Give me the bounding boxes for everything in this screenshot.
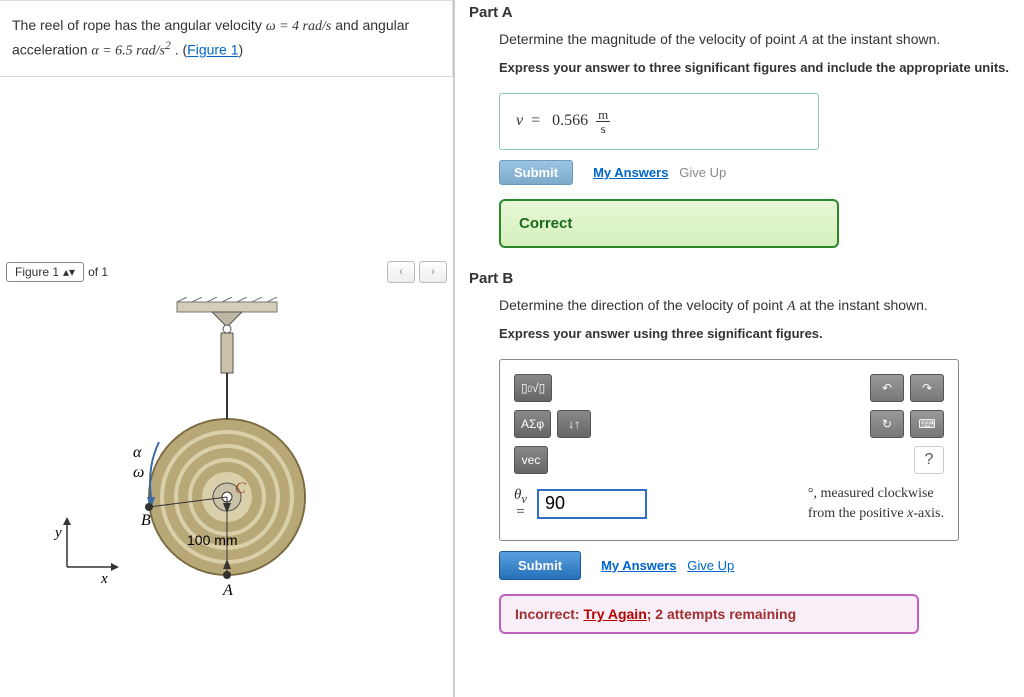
updown-icon: ▴▾	[63, 265, 75, 279]
greek-button[interactable]: ΑΣφ	[514, 410, 551, 438]
point-c-label: C	[235, 480, 246, 497]
help-icon[interactable]: ?	[914, 446, 944, 474]
figure-selector[interactable]: Figure 1 ▴▾	[6, 262, 84, 282]
alpha-exponent: 2	[165, 39, 171, 52]
part-a-submit-button[interactable]: Submit	[499, 160, 573, 185]
unit-note: °, measured clockwise from the positive …	[808, 484, 944, 523]
figure-image: α ω B C 100 mm A y x	[0, 287, 453, 627]
part-a-give-up[interactable]: Give Up	[679, 165, 726, 180]
omega-expression: ω = 4 rad/s	[266, 19, 332, 34]
figure-box: Figure 1 ▴▾ of 1 ‹ ›	[0, 257, 453, 627]
part-b-instruction: Express your answer using three signific…	[499, 325, 1010, 343]
keyboard-icon[interactable]: ⌨	[910, 410, 944, 438]
problem-text-3: . (	[175, 42, 187, 58]
answer-unit: m s	[596, 108, 610, 135]
part-a-question: Determine the magnitude of the velocity …	[499, 31, 1010, 49]
answer-input-row: θv = °, measured clockwise from the posi…	[514, 484, 944, 523]
part-a: Part A Determine the magnitude of the ve…	[469, 4, 1010, 248]
problem-statement: The reel of rope has the angular velocit…	[0, 0, 453, 77]
part-b-buttons: Submit My Answers Give Up	[499, 551, 1010, 580]
redo-icon[interactable]: ↷	[910, 374, 944, 402]
template-icon[interactable]: ▯▯√▯	[514, 374, 552, 402]
part-b-submit-button[interactable]: Submit	[499, 551, 581, 580]
radius-label: 100 mm	[187, 532, 238, 548]
part-a-my-answers-link[interactable]: My Answers	[593, 165, 668, 180]
part-a-title: Part A	[469, 4, 1010, 21]
part-a-instruction: Express your answer to three significant…	[499, 59, 1010, 77]
alpha-expression: α = 6.5 rad/s	[91, 44, 165, 59]
figure-link[interactable]: Figure 1	[187, 42, 238, 58]
toolbar-row-2: ΑΣφ ↓↑ ↻ ⌨	[514, 410, 944, 438]
toolbar-row-3: vec ?	[514, 446, 944, 474]
part-a-buttons: Submit My Answers Give Up	[499, 160, 1010, 185]
part-b-question: Determine the direction of the velocity …	[499, 297, 1010, 315]
left-panel: The reel of rope has the angular velocit…	[0, 0, 455, 697]
y-axis-label: y	[53, 525, 62, 541]
part-a-answer-box: v = 0.566 m s	[499, 93, 819, 150]
part-b-title: Part B	[469, 270, 1010, 287]
part-b-my-answers-link[interactable]: My Answers	[601, 558, 676, 573]
part-b-give-up-link[interactable]: Give Up	[687, 558, 734, 573]
right-panel: Part A Determine the magnitude of the ve…	[455, 0, 1024, 697]
figure-label: Figure 1	[15, 265, 59, 279]
alpha-label: α	[133, 444, 142, 461]
toolbar-row-1: ▯▯√▯ ↶ ↷	[514, 374, 944, 402]
vec-button[interactable]: vec	[514, 446, 548, 474]
point-a-label: A	[222, 582, 233, 599]
part-a-feedback: Correct	[499, 199, 839, 248]
arrows-button[interactable]: ↓↑	[557, 410, 591, 438]
try-again-link[interactable]: Try Again	[583, 606, 646, 622]
figure-prev-button[interactable]: ‹	[387, 261, 415, 283]
omega-label: ω	[133, 464, 144, 481]
part-b-value-input[interactable]	[537, 489, 647, 519]
reel-diagram: α ω B C 100 mm A y x	[47, 297, 407, 617]
figure-count: of 1	[88, 265, 108, 279]
problem-text-1: The reel of rope has the angular velocit…	[12, 17, 266, 33]
part-b-feedback: Incorrect: Try Again; 2 attempts remaini…	[499, 594, 919, 634]
reset-icon[interactable]: ↻	[870, 410, 904, 438]
problem-text-4: )	[239, 42, 244, 58]
undo-icon[interactable]: ↶	[870, 374, 904, 402]
part-b-input-panel: ▯▯√▯ ↶ ↷ ΑΣφ ↓↑ ↻ ⌨ vec	[499, 359, 959, 540]
x-axis-label: x	[100, 571, 108, 587]
answer-value: 0.566	[552, 112, 588, 129]
answer-var: v	[516, 112, 523, 129]
point-b-label: B	[141, 512, 151, 529]
part-b: Part B Determine the direction of the ve…	[469, 270, 1010, 633]
figure-nav: ‹ ›	[387, 261, 447, 283]
figure-next-button[interactable]: ›	[419, 261, 447, 283]
theta-label: θv =	[514, 488, 527, 521]
figure-header: Figure 1 ▴▾ of 1 ‹ ›	[0, 257, 453, 287]
